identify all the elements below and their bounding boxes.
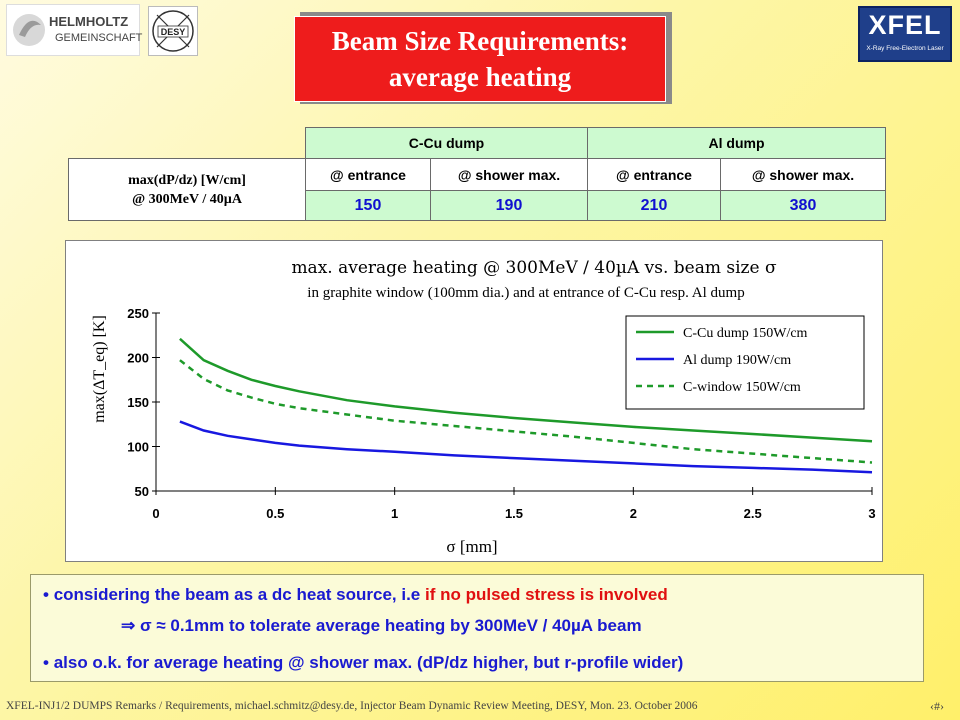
- row-label-line-1: max(dP/dz) [W/cm]: [128, 172, 246, 188]
- table-col-ccu-shower: @ shower max.: [430, 158, 588, 191]
- table-value-al-entrance: 210: [587, 190, 721, 221]
- table-corner: [69, 128, 306, 159]
- chart-ylabel: max(ΔT_eq) [K]: [91, 315, 108, 423]
- heating-chart: max. average heating @ 300MeV / 40µA vs.…: [65, 240, 883, 562]
- xfel-logo: XFEL X-Ray Free-Electron Laser: [858, 6, 952, 62]
- table-value-ccu-entrance: 150: [305, 190, 431, 221]
- x-tick-label-0: 0: [152, 506, 159, 521]
- y-tick-label-1: 100: [127, 440, 149, 455]
- table-col-al-shower: @ shower max.: [720, 158, 886, 191]
- series-line-0: [179, 337, 873, 443]
- series-line-1: [179, 420, 873, 474]
- y-tick-label-2: 150: [127, 395, 149, 410]
- note-bullet-2: • also o.k. for average heating @ shower…: [43, 653, 683, 673]
- y-tick-label-0: 50: [135, 484, 149, 499]
- chart-title-2: in graphite window (100mm dia.) and at e…: [307, 285, 744, 301]
- y-tick-label-3: 200: [127, 351, 149, 366]
- chart-xlabel: σ [mm]: [446, 537, 497, 556]
- table-group-ccu: C-Cu dump: [305, 127, 588, 159]
- desy-logo: DESY: [148, 6, 198, 56]
- title-line-1: Beam Size Requirements:: [331, 26, 629, 56]
- table-value-ccu-shower: 190: [430, 190, 588, 221]
- helmholtz-logo: HELMHOLTZ GEMEINSCHAFT: [6, 4, 143, 56]
- x-tick-label-4: 2: [630, 506, 637, 521]
- x-tick-label-2: 1: [391, 506, 398, 521]
- page-title: Beam Size Requirements: average heating: [294, 16, 666, 102]
- note-1-text: considering the beam as a dc heat source…: [53, 585, 425, 604]
- table-group-al: Al dump: [587, 127, 886, 159]
- bullet-dot-2: •: [43, 653, 54, 672]
- table-col-al-entrance: @ entrance: [587, 158, 721, 191]
- series-line-2: [179, 359, 873, 464]
- legend-label-2: C-window 150W/cm: [683, 380, 801, 395]
- x-tick-label-6: 3: [868, 506, 875, 521]
- table-value-al-shower: 380: [720, 190, 886, 221]
- requirements-table: C-Cu dump Al dump max(dP/dz) [W/cm] @ 30…: [68, 127, 886, 221]
- desy-emblem-icon: DESY: [152, 10, 194, 52]
- chart-svg: max. average heating @ 300MeV / 40µA vs.…: [91, 258, 876, 556]
- x-tick-label-1: 0.5: [266, 506, 284, 521]
- row-label-line-2: @ 300MeV / 40µA: [132, 191, 242, 207]
- helmholtz-text-2: GEMEINSCHAFT: [55, 32, 143, 44]
- note-1-conclusion: ⇒ σ ≈ 0.1mm to tolerate average heating …: [121, 616, 642, 635]
- note-1-highlight: if no pulsed stress is involved: [424, 585, 668, 604]
- legend-label-1: Al dump 190W/cm: [683, 353, 791, 368]
- notes-box: • considering the beam as a dc heat sour…: [30, 574, 924, 682]
- table-col-ccu-entrance: @ entrance: [305, 158, 431, 191]
- helmholtz-text-1: HELMHOLTZ: [49, 14, 129, 29]
- note-2-text: also o.k. for average heating @ shower m…: [53, 653, 684, 672]
- desy-logo-text: DESY: [161, 27, 186, 37]
- bullet-dot-1: •: [43, 585, 54, 604]
- xfel-logo-subtext: X-Ray Free-Electron Laser: [866, 45, 944, 52]
- xfel-logo-text: XFEL: [868, 10, 942, 40]
- note-bullet-1: • considering the beam as a dc heat sour…: [43, 585, 668, 605]
- table-row-label: max(dP/dz) [W/cm] @ 300MeV / 40µA: [68, 158, 306, 221]
- chart-title-1: max. average heating @ 300MeV / 40µA vs.…: [291, 258, 777, 278]
- page-number: ‹#›: [930, 699, 944, 713]
- y-tick-label-4: 250: [127, 306, 149, 321]
- x-tick-label-5: 2.5: [744, 506, 762, 521]
- x-tick-label-3: 1.5: [505, 506, 523, 521]
- legend-label-0: C-Cu dump 150W/cm: [683, 326, 808, 341]
- helmholtz-emblem-icon: [13, 14, 45, 46]
- title-line-2: average heating: [388, 62, 572, 92]
- footer-text: XFEL-INJ1/2 DUMPS Remarks / Requirements…: [6, 700, 698, 712]
